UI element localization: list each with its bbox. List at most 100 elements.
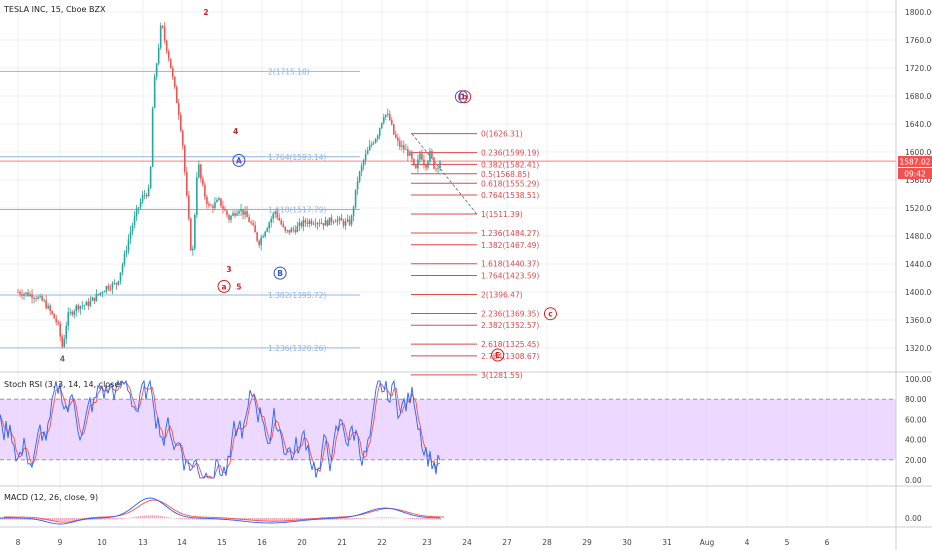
macd-hist-bar: [408, 518, 410, 519]
candle-body: [320, 223, 323, 225]
candle-body: [23, 293, 25, 296]
macd-hist-bar: [24, 518, 26, 520]
candle-body: [73, 311, 76, 315]
macd-hist-bar: [412, 518, 414, 520]
macd-hist-bar: [264, 518, 266, 521]
x-tick-label: 24: [462, 538, 472, 547]
candle-body: [161, 25, 164, 27]
macd-hist-bar: [96, 518, 98, 520]
macd-hist-bar: [398, 517, 400, 519]
macd-hist-bar: [14, 518, 16, 520]
candle-body: [188, 195, 190, 219]
stoch-rsi-pane: 100.00 80.00 60.00 40.00 20.00 0.00: [0, 375, 931, 485]
macd-hist-bar: [382, 517, 384, 519]
macd-tick: 0.00: [905, 514, 922, 523]
macd-hist-bar: [200, 518, 202, 520]
candle-body: [234, 213, 236, 216]
candle-body: [27, 292, 29, 296]
candle-body: [411, 151, 413, 159]
pane-separators: [0, 371, 932, 487]
macd-hist-bar: [142, 515, 144, 519]
y-tick-label: 1800.00: [905, 8, 932, 17]
candle-body: [103, 291, 106, 293]
x-tick-label: 27: [502, 538, 512, 547]
candle-body: [358, 171, 361, 182]
macd-hist-bar: [354, 518, 356, 520]
candle-body: [111, 283, 114, 289]
candle-body: [83, 305, 86, 307]
macd-hist-bar: [148, 515, 150, 519]
candle-body: [69, 311, 72, 313]
macd-hist-bar: [50, 518, 52, 521]
candle-body: [390, 120, 393, 125]
macd-hist-bar: [334, 518, 336, 520]
macd-hist-bar: [390, 517, 392, 519]
macd-hist-bar: [288, 518, 290, 521]
candle-body: [324, 220, 327, 226]
macd-hist-bar: [8, 518, 10, 520]
macd-hist-bar: [340, 518, 342, 520]
candle-body: [230, 215, 232, 220]
macd-hist-bar: [178, 518, 180, 519]
fib-label-right: 2.236(1369.35): [481, 309, 539, 318]
macd-hist-bar: [348, 518, 350, 520]
candle-body: [67, 312, 70, 326]
candle-body: [242, 209, 244, 215]
fib-label-right: 2.764(1308.67): [481, 352, 539, 361]
macd-hist-bar: [384, 517, 386, 519]
macd-hist-bar: [140, 515, 142, 519]
candle-body: [31, 294, 33, 299]
macd-hist-bar: [252, 518, 254, 521]
candle-body: [89, 300, 92, 307]
fib-label-left: 1.236(1320.26): [268, 344, 326, 353]
candle-body: [274, 211, 277, 214]
macd-hist-bar: [268, 518, 270, 521]
macd-hist-bar: [48, 518, 50, 521]
candle-body: [35, 298, 37, 299]
candle-body: [123, 253, 126, 265]
macd-hist-bar: [2, 518, 4, 520]
candle-body: [360, 165, 363, 172]
macd-hist-bar: [386, 517, 388, 519]
candle-body: [117, 281, 120, 285]
candle-body: [415, 165, 417, 169]
macd-hist-bar: [434, 518, 436, 520]
wave-label: A: [236, 156, 242, 165]
fib-label-right: 1.764(1423.59): [481, 271, 539, 280]
wave-labels: 2 4 35a A B Db c E 4: [60, 8, 557, 364]
macd-hist-bar: [276, 518, 278, 521]
candle-body: [250, 222, 252, 224]
wave-label: 4: [233, 127, 238, 136]
candle-body: [190, 218, 192, 251]
candle-body: [356, 181, 359, 190]
candle-body: [41, 296, 43, 301]
candle-body: [392, 124, 395, 135]
fib-label-right: 0.764(1538.51): [481, 191, 539, 200]
macd-line: [0, 497, 441, 525]
macd-hist-bar: [168, 517, 170, 519]
macd-hist-bar: [344, 518, 346, 520]
macd-hist-bar: [422, 518, 424, 520]
macd-hist-bar: [330, 518, 332, 520]
candle-body: [298, 222, 301, 226]
macd-hist-bar: [138, 516, 140, 519]
candle-body: [248, 217, 250, 223]
macd-hist-bar: [428, 518, 430, 520]
candle-body: [433, 157, 435, 169]
candle-body: [105, 286, 108, 292]
macd-hist-bar: [146, 515, 148, 519]
candle-body: [286, 229, 289, 231]
candle-body: [129, 231, 132, 240]
fib-label-right: 1.382(1467.49): [481, 241, 539, 250]
candle-body: [137, 207, 140, 209]
candle-body: [268, 222, 270, 229]
macd-hist-bar: [156, 515, 158, 519]
price-series: [17, 21, 441, 349]
candle-body: [364, 154, 367, 161]
candle-body: [202, 178, 204, 185]
candle-body: [135, 208, 138, 217]
candle-body: [413, 158, 415, 166]
stoch-tick: 20.00: [905, 456, 927, 465]
candle-body: [141, 195, 144, 202]
